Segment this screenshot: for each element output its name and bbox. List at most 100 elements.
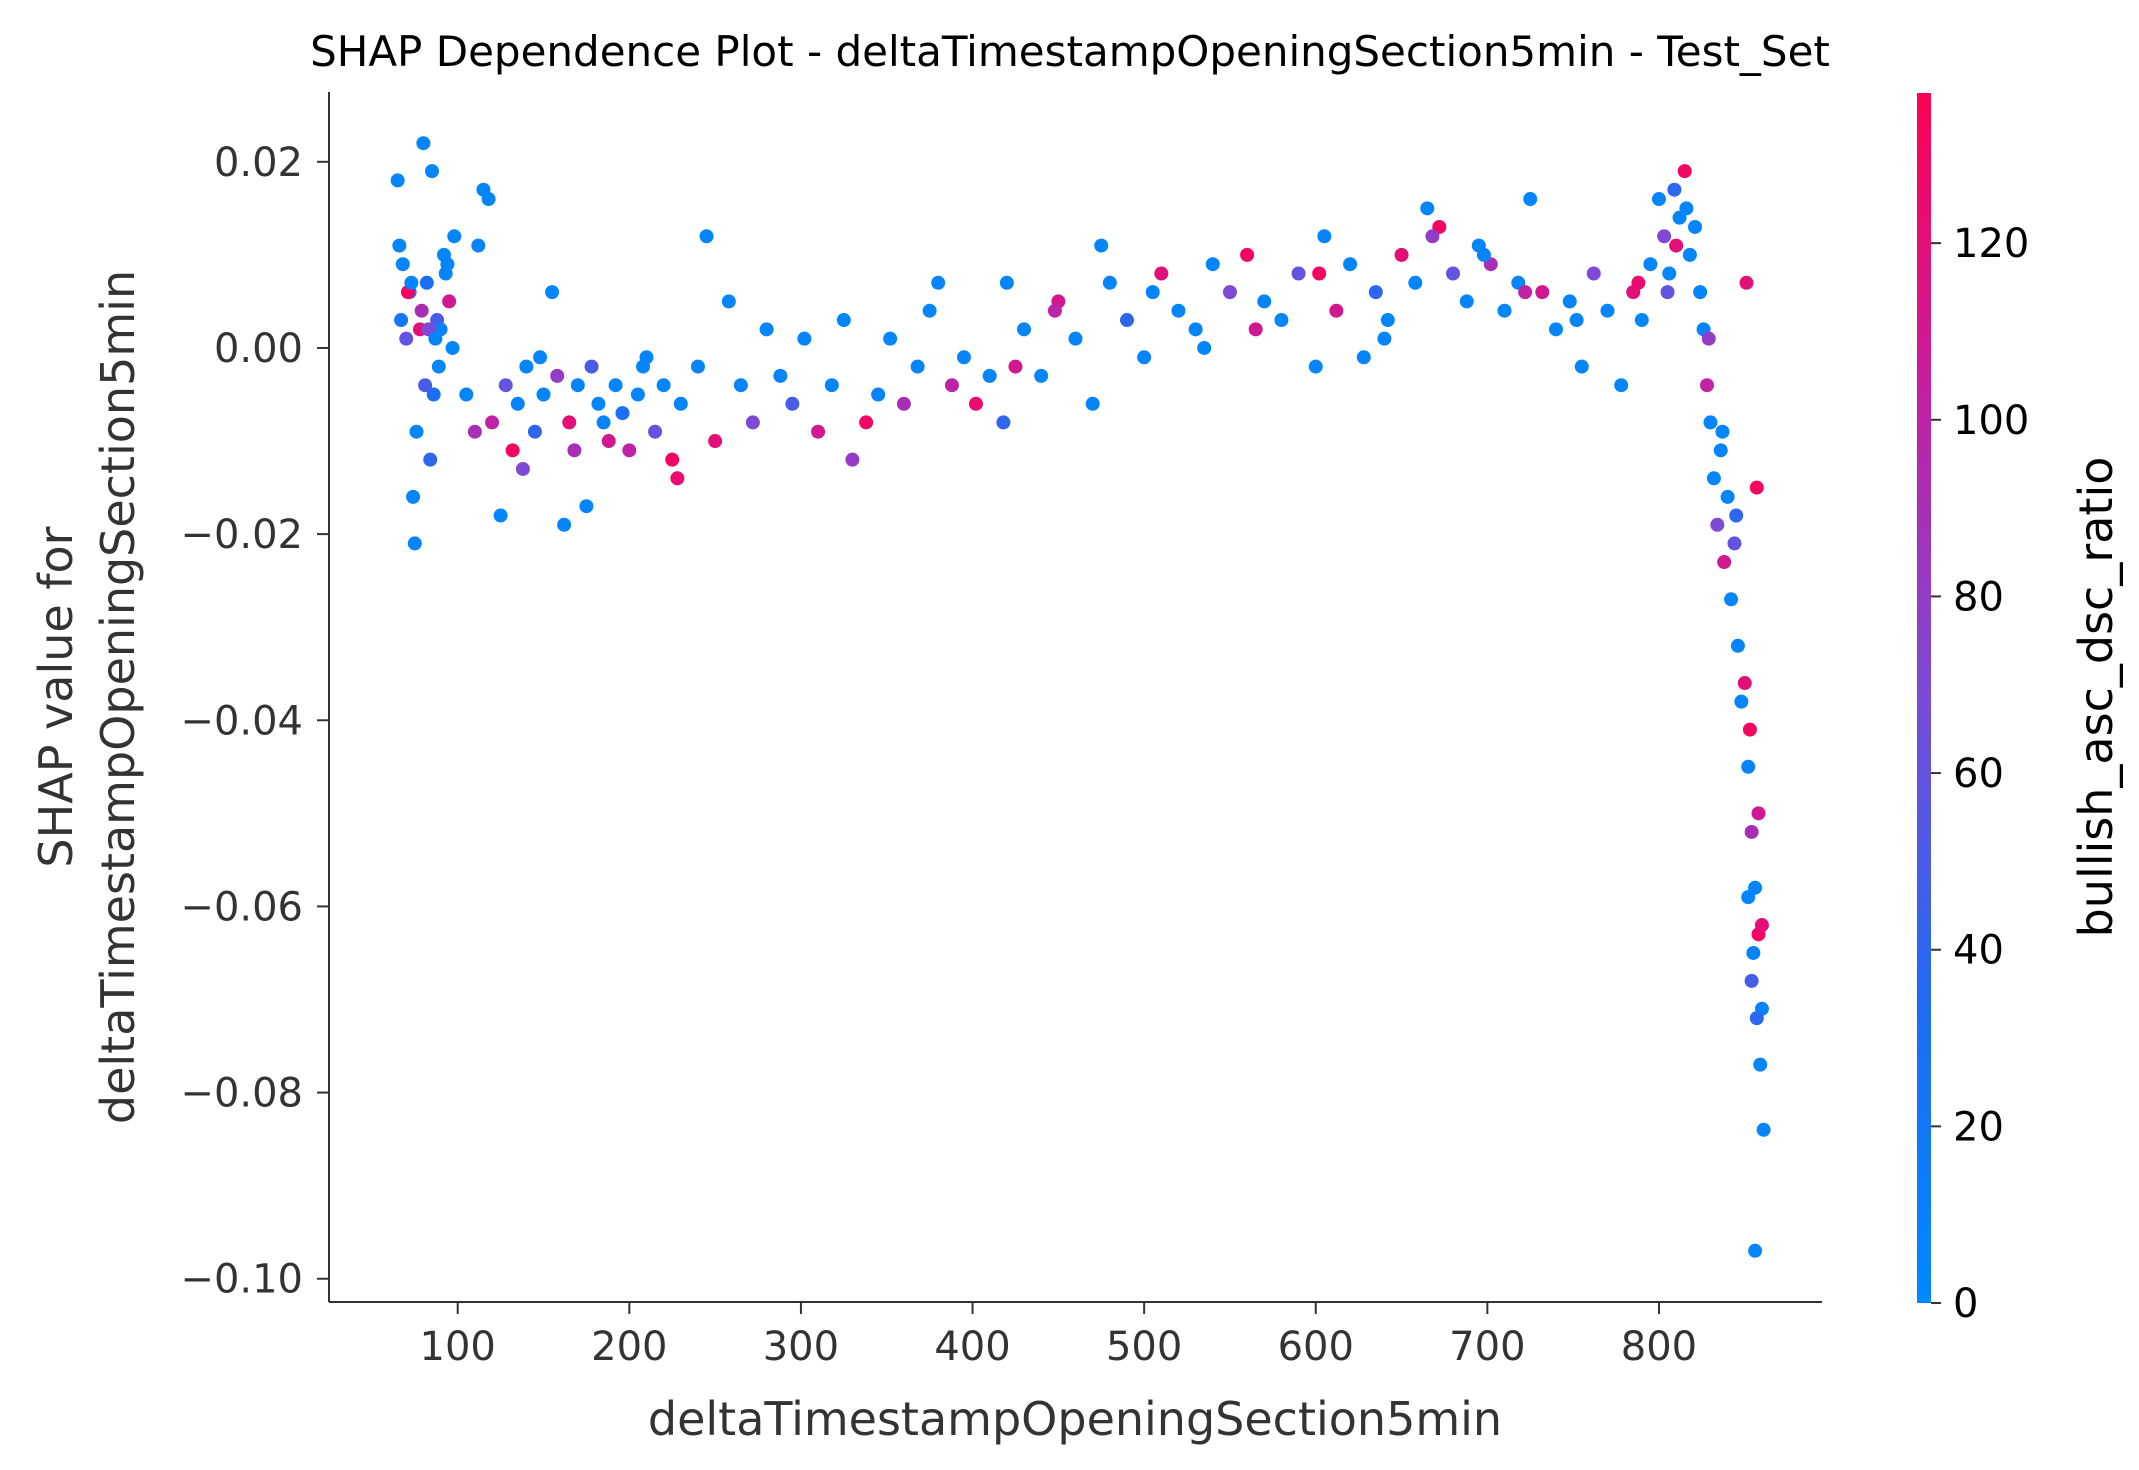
data-point — [1742, 722, 1757, 737]
y-tick-label: −0.04 — [180, 698, 303, 744]
data-point — [1497, 303, 1512, 318]
x-tick-label: 800 — [1621, 1324, 1697, 1370]
chart-title: SHAP Dependence Plot - deltaTimestampOpe… — [310, 27, 1830, 76]
data-point — [1329, 303, 1344, 318]
x-tick-label: 100 — [420, 1324, 496, 1370]
data-point — [1749, 1011, 1764, 1026]
y-tick-label: −0.08 — [180, 1071, 303, 1117]
data-point — [1717, 555, 1732, 570]
data-point — [1730, 638, 1745, 653]
data-point — [845, 452, 860, 467]
data-point — [1535, 285, 1550, 300]
data-point — [1377, 331, 1392, 346]
data-point — [584, 359, 599, 374]
data-point — [424, 164, 439, 179]
data-point — [567, 443, 582, 458]
data-point — [1017, 322, 1032, 337]
data-point — [1420, 201, 1435, 216]
x-axis-label: deltaTimestampOpeningSection5min — [648, 1392, 1502, 1446]
data-point — [1343, 257, 1358, 272]
data-point — [1753, 1057, 1768, 1072]
data-point — [785, 396, 800, 411]
data-point — [1701, 331, 1716, 346]
data-point — [1154, 266, 1169, 281]
data-point — [510, 396, 525, 411]
data-point — [1741, 759, 1756, 774]
data-point — [1317, 229, 1332, 244]
data-point — [1094, 238, 1109, 253]
x-tick-label: 600 — [1278, 1324, 1354, 1370]
data-point — [622, 443, 637, 458]
data-point — [1693, 285, 1708, 300]
data-point — [1651, 192, 1666, 207]
data-point — [1749, 480, 1764, 495]
data-point — [1737, 676, 1752, 691]
data-point — [811, 424, 826, 439]
data-point — [440, 257, 455, 272]
data-point — [1312, 266, 1327, 281]
colorbar-label: bullish_asc_dsc_ratio — [2069, 457, 2123, 938]
y-tick-label: −0.10 — [180, 1257, 303, 1303]
colorbar — [1917, 93, 1931, 1303]
data-point — [896, 396, 911, 411]
x-axis-ticks: 100 200 300 400 500 600 700 800 — [420, 1302, 1697, 1370]
data-point — [399, 331, 414, 346]
data-point — [1222, 285, 1237, 300]
data-point — [1710, 517, 1725, 532]
data-point — [1677, 164, 1692, 179]
data-point — [1137, 350, 1152, 365]
data-point — [1643, 257, 1658, 272]
data-point — [1197, 340, 1212, 355]
data-point — [1739, 275, 1754, 290]
data-point — [931, 275, 946, 290]
data-point — [562, 415, 577, 430]
data-point — [394, 313, 409, 328]
data-point — [1408, 275, 1423, 290]
data-point — [1724, 592, 1739, 607]
data-point — [445, 340, 460, 355]
data-point — [447, 229, 462, 244]
data-point — [1425, 229, 1440, 244]
data-point — [922, 303, 937, 318]
data-point — [615, 406, 630, 421]
data-point — [557, 517, 572, 532]
data-point — [1523, 192, 1538, 207]
data-point — [824, 378, 839, 393]
data-point — [416, 136, 431, 151]
data-point — [536, 387, 551, 402]
data-point — [1600, 303, 1615, 318]
x-tick-label: 400 — [934, 1324, 1010, 1370]
data-point — [1119, 313, 1134, 328]
data-point — [570, 378, 585, 393]
data-point — [630, 387, 645, 402]
data-point — [721, 294, 736, 309]
data-point — [418, 378, 433, 393]
x-tick-label: 300 — [763, 1324, 839, 1370]
data-point — [1751, 806, 1766, 821]
data-point — [1660, 285, 1675, 300]
data-point — [1476, 247, 1491, 262]
data-point — [1085, 396, 1100, 411]
data-point — [596, 415, 611, 430]
data-point — [1734, 694, 1749, 709]
data-point — [871, 387, 886, 402]
data-point — [426, 387, 441, 402]
data-point — [836, 313, 851, 328]
data-point — [1631, 275, 1646, 290]
data-point — [579, 499, 594, 514]
data-point — [395, 257, 410, 272]
data-point — [773, 368, 788, 383]
data-point — [1102, 275, 1117, 290]
data-point — [1274, 313, 1289, 328]
data-point — [968, 396, 983, 411]
data-point — [1679, 201, 1694, 216]
data-point — [1356, 350, 1371, 365]
data-point — [404, 275, 419, 290]
data-point — [883, 331, 898, 346]
data-point — [699, 229, 714, 244]
y-axis-label-line-1-text: SHAP value for — [29, 526, 83, 867]
data-point — [1446, 266, 1461, 281]
data-point — [1380, 313, 1395, 328]
data-point — [956, 350, 971, 365]
data-point — [1713, 443, 1728, 458]
